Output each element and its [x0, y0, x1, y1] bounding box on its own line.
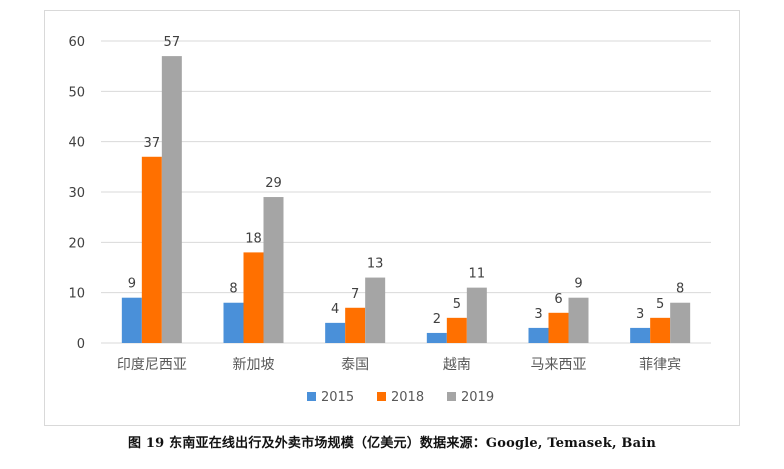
data-label: 18	[245, 231, 262, 246]
x-tick-label: 越南	[443, 357, 471, 373]
data-label: 3	[636, 307, 644, 322]
data-label: 2	[433, 312, 441, 327]
y-axis: 0 10 20 30 40 50 60	[68, 35, 85, 352]
y-tick-label: 50	[68, 85, 85, 100]
y-tick-label: 30	[68, 186, 85, 201]
bar	[325, 322, 346, 343]
figure-caption: 图 19 东南亚在线出行及外卖市场规模（亿美元）数据来源：Google, Tem…	[127, 436, 657, 451]
bar	[650, 317, 671, 343]
legend-swatch	[377, 392, 386, 401]
y-tick-label: 60	[68, 35, 85, 50]
legend-label: 2015	[321, 390, 354, 405]
x-tick-label: 马来西亚	[531, 357, 587, 373]
bar	[121, 297, 142, 343]
bar	[263, 197, 284, 343]
data-label: 13	[367, 257, 384, 272]
bar	[365, 277, 386, 343]
data-label: 7	[351, 287, 359, 302]
bar	[345, 307, 366, 343]
legend-label: 2019	[461, 390, 494, 405]
x-tick-label: 印度尼西亚	[117, 357, 187, 373]
legend-label: 2018	[391, 390, 424, 405]
data-label: 29	[265, 176, 282, 191]
data-label: 3	[534, 307, 542, 322]
y-tick-label: 10	[68, 287, 85, 302]
legend-swatch	[447, 392, 456, 401]
data-label: 6	[554, 292, 562, 307]
bar	[446, 317, 467, 343]
x-tick-label: 泰国	[341, 357, 369, 373]
bar	[466, 287, 487, 343]
y-tick-label: 20	[68, 236, 85, 251]
data-label: 11	[469, 267, 486, 282]
bar	[528, 327, 549, 343]
bar	[568, 297, 589, 343]
bars	[121, 56, 691, 343]
data-label: 8	[229, 282, 237, 297]
data-label: 5	[656, 297, 664, 312]
data-label: 5	[453, 297, 461, 312]
data-label: 8	[676, 282, 684, 297]
bar	[161, 56, 182, 343]
bar	[223, 302, 244, 343]
bar	[426, 332, 447, 343]
data-label: 4	[331, 302, 339, 317]
legend-swatch	[307, 392, 316, 401]
bar	[630, 327, 651, 343]
y-tick-label: 40	[68, 136, 85, 151]
y-tick-label: 0	[77, 337, 85, 352]
data-label: 9	[574, 277, 582, 292]
bar	[243, 252, 264, 343]
x-tick-label: 新加坡	[233, 357, 275, 373]
bar	[141, 156, 162, 343]
legend: 2015 2018 2019	[307, 390, 494, 405]
x-axis: 印度尼西亚 新加坡 泰国 越南 马来西亚 菲律宾	[117, 357, 681, 373]
data-label: 9	[128, 277, 136, 292]
data-label: 37	[144, 136, 161, 151]
chart-area: 0 10 20 30 40 50 60 9 37 57 8 18 29 4 7 13 2 5 11 3 6 9 3 5 8 印…	[44, 10, 740, 426]
data-label: 57	[164, 35, 181, 50]
bar	[670, 302, 691, 343]
x-tick-label: 菲律宾	[639, 357, 681, 373]
gridlines	[101, 40, 711, 344]
bar	[548, 312, 569, 343]
